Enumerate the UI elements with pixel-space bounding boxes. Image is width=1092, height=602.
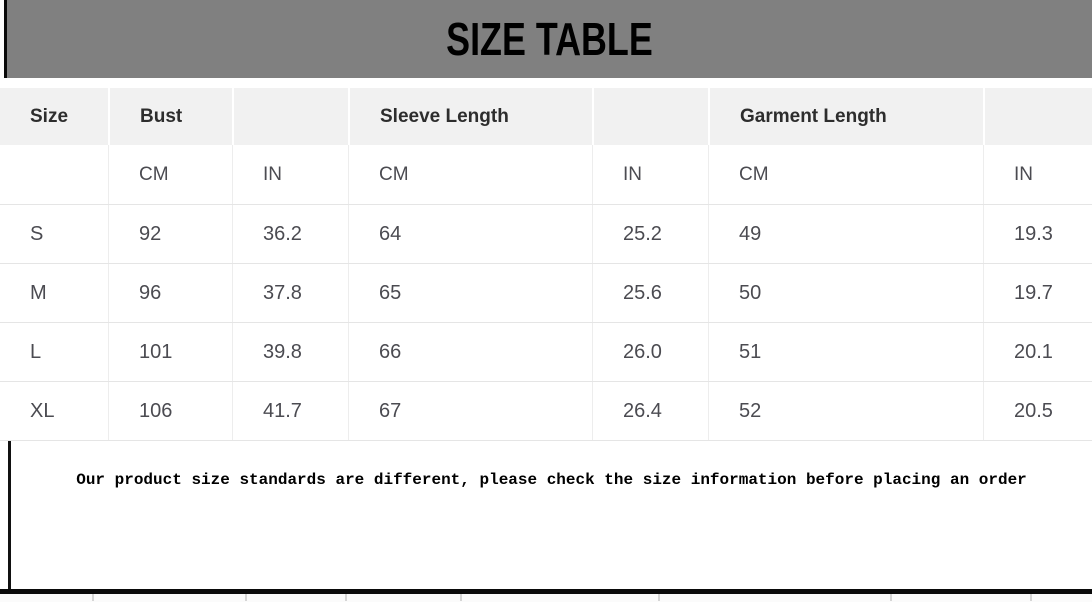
table-row-m: M 96 37.8 65 25.6 50 19.7 bbox=[0, 263, 1092, 322]
cell-garment-cm: 49 bbox=[708, 205, 983, 263]
unit-bust-in: IN bbox=[232, 145, 348, 204]
size-note-text: Our product size standards are different… bbox=[76, 471, 1027, 489]
unit-bust-cm: CM bbox=[108, 145, 232, 204]
header-size: Size bbox=[30, 105, 69, 127]
table-continuation-tick bbox=[658, 594, 660, 601]
unit-row: CM IN CM IN CM IN bbox=[0, 145, 1092, 204]
page-title: SIZE TABLE bbox=[446, 13, 653, 65]
header-garment-length: Garment Length bbox=[708, 88, 983, 145]
table-header-row: Size Bust Sleeve Length Garment Length bbox=[0, 88, 1092, 145]
cell-bust-cm: 101 bbox=[108, 323, 232, 381]
cell-sleeve-cm: 67 bbox=[348, 382, 592, 440]
table-continuation-tick bbox=[345, 594, 347, 601]
cell-garment-cm: 50 bbox=[708, 264, 983, 322]
cell-sleeve-in: 25.6 bbox=[592, 264, 708, 322]
cell-sleeve-cm: 66 bbox=[348, 323, 592, 381]
size-table: Size Bust Sleeve Length Garment Length C… bbox=[0, 88, 1092, 441]
cell-garment-cm: 51 bbox=[708, 323, 983, 381]
unit-cell-blank bbox=[0, 145, 108, 204]
cell-size: M bbox=[30, 281, 47, 304]
cell-bust-in: 37.8 bbox=[232, 264, 348, 322]
header-empty-2 bbox=[592, 88, 708, 145]
table-continuation-tick bbox=[92, 594, 94, 601]
bottom-divider bbox=[0, 589, 1092, 594]
cell-bust-in: 41.7 bbox=[232, 382, 348, 440]
cell-bust-cm: 96 bbox=[108, 264, 232, 322]
cell-sleeve-in: 25.2 bbox=[592, 205, 708, 263]
cell-size: XL bbox=[30, 399, 55, 422]
cell-sleeve-cm: 64 bbox=[348, 205, 592, 263]
cell-sleeve-cm: 65 bbox=[348, 264, 592, 322]
cell-bust-cm: 92 bbox=[108, 205, 232, 263]
unit-garment-cm: CM bbox=[708, 145, 983, 204]
cell-garment-in: 19.7 bbox=[983, 264, 1092, 322]
table-continuation-tick bbox=[1030, 594, 1032, 601]
header-empty-3 bbox=[983, 88, 1092, 145]
header-sleeve-length: Sleeve Length bbox=[348, 88, 592, 145]
cell-garment-in: 19.3 bbox=[983, 205, 1092, 263]
cell-bust-in: 39.8 bbox=[232, 323, 348, 381]
table-continuation-tick bbox=[890, 594, 892, 601]
header-bust: Bust bbox=[108, 88, 232, 145]
cell-sleeve-in: 26.0 bbox=[592, 323, 708, 381]
cell-garment-in: 20.5 bbox=[983, 382, 1092, 440]
size-table-banner: SIZE TABLE bbox=[4, 0, 1092, 78]
unit-sleeve-in: IN bbox=[592, 145, 708, 204]
cell-bust-cm: 106 bbox=[108, 382, 232, 440]
table-continuation-tick bbox=[460, 594, 462, 601]
table-continuation-tick bbox=[245, 594, 247, 601]
unit-garment-in: IN bbox=[983, 145, 1092, 204]
cell-garment-cm: 52 bbox=[708, 382, 983, 440]
cell-garment-in: 20.1 bbox=[983, 323, 1092, 381]
cell-size: S bbox=[30, 222, 44, 245]
size-note-box: Our product size standards are different… bbox=[8, 441, 1092, 589]
cell-bust-in: 36.2 bbox=[232, 205, 348, 263]
unit-sleeve-cm: CM bbox=[348, 145, 592, 204]
table-row-l: L 101 39.8 66 26.0 51 20.1 bbox=[0, 322, 1092, 381]
header-empty-1 bbox=[232, 88, 348, 145]
cell-sleeve-in: 26.4 bbox=[592, 382, 708, 440]
cell-size: L bbox=[30, 340, 42, 363]
table-row-s: S 92 36.2 64 25.2 49 19.3 bbox=[0, 204, 1092, 263]
table-row-xl: XL 106 41.7 67 26.4 52 20.5 bbox=[0, 381, 1092, 440]
cropped-table-continuation bbox=[0, 594, 1092, 602]
